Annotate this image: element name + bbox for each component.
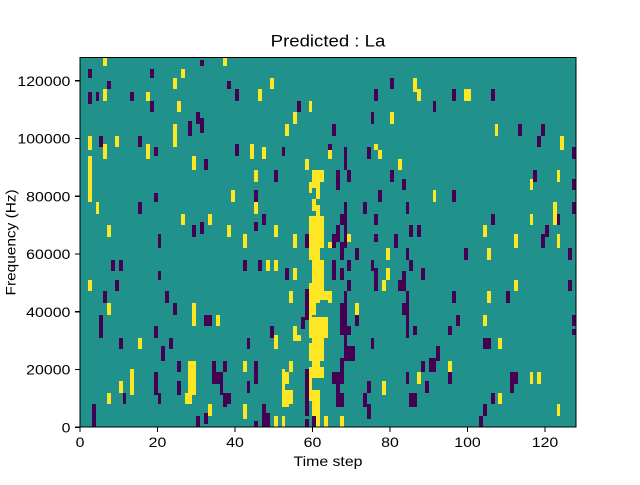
svg-text:Frequency (Hz): Frequency (Hz) [2,189,18,295]
svg-text:100000: 100000 [17,131,70,147]
svg-text:0: 0 [76,434,85,450]
svg-text:40000: 40000 [26,304,71,320]
svg-text:60000: 60000 [26,246,71,262]
svg-text:120000: 120000 [17,73,70,89]
svg-text:80000: 80000 [26,188,71,204]
svg-text:100: 100 [454,434,481,450]
svg-text:Predicted : La: Predicted : La [271,32,386,51]
svg-text:Time step: Time step [294,453,363,469]
svg-text:20: 20 [149,434,167,450]
svg-text:20000: 20000 [26,362,71,378]
svg-text:60: 60 [304,434,322,450]
svg-text:80: 80 [381,434,399,450]
svg-text:0: 0 [62,419,71,435]
svg-text:120: 120 [532,434,559,450]
svg-text:40: 40 [226,434,244,450]
